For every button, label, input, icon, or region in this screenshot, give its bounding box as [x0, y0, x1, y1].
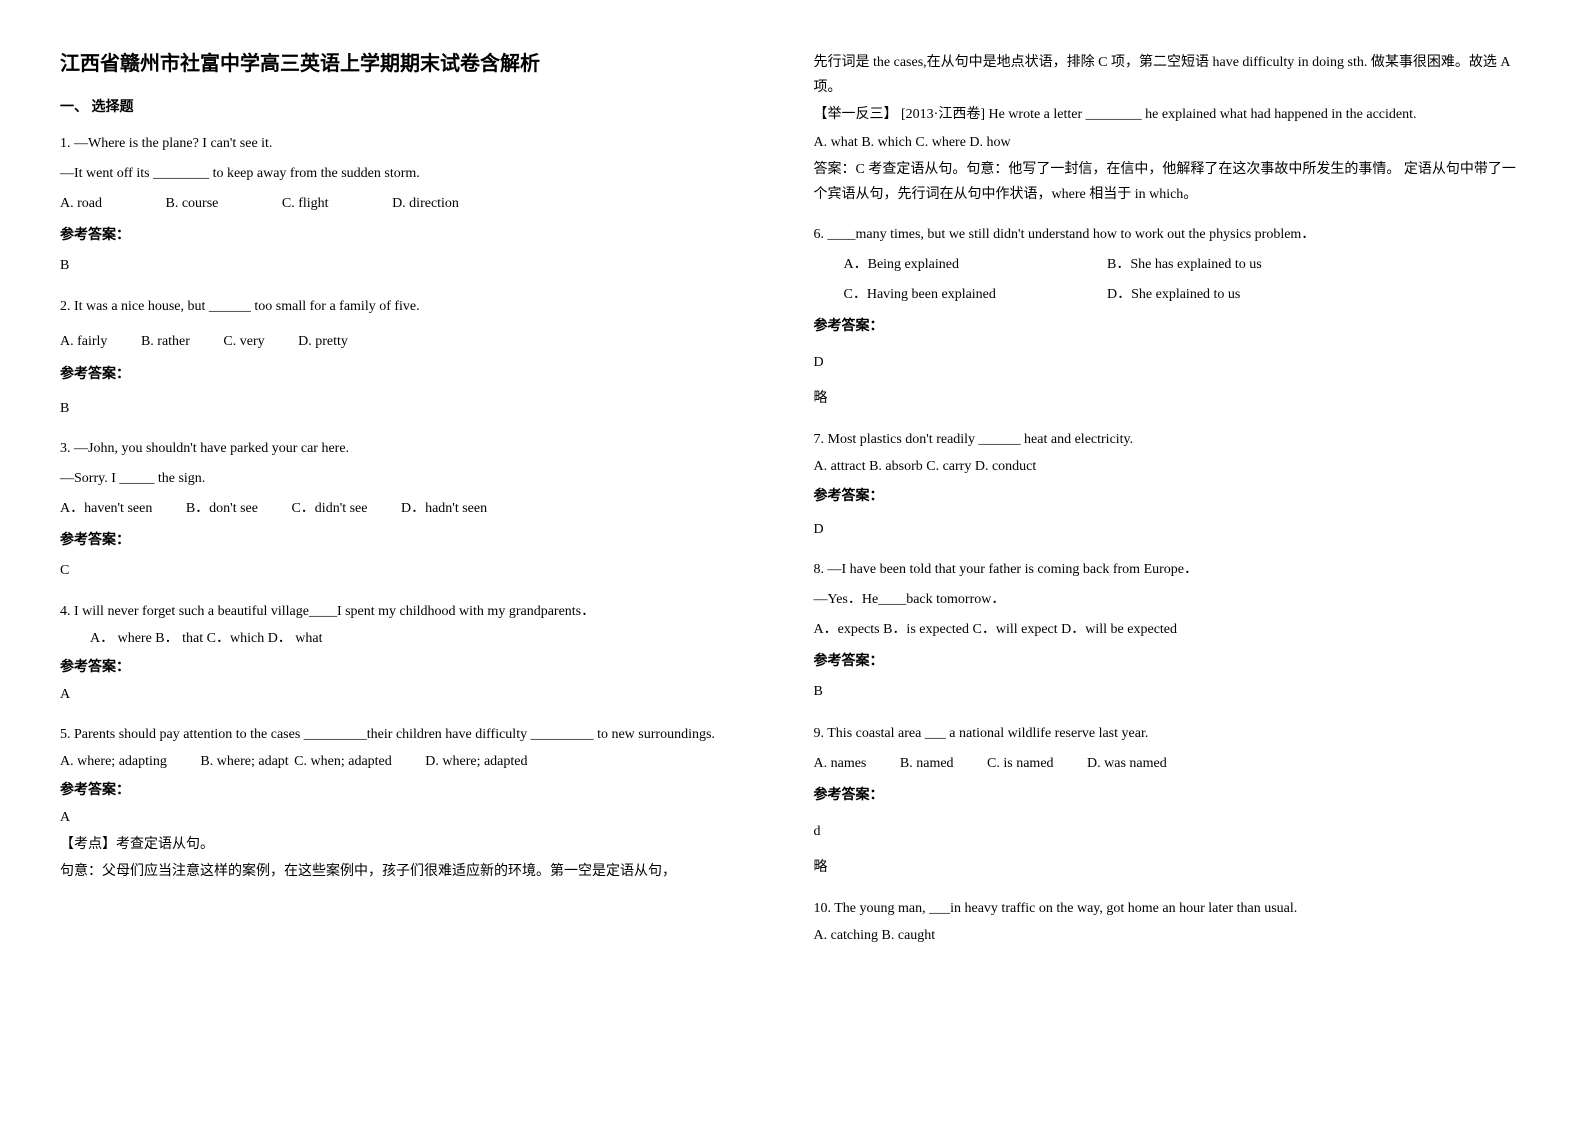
q9-optD: D. was named — [1087, 750, 1167, 778]
q2-answer-label: 参考答案： — [60, 362, 774, 387]
question-10: 10. The young man, ___in heavy traffic o… — [814, 896, 1528, 948]
q3-answer: C — [60, 557, 774, 585]
q6-answer-label: 参考答案： — [814, 313, 1528, 341]
q9-answer-label: 参考答案： — [814, 782, 1528, 810]
q5-note2: 句意：父母们应当注意这样的案例，在这些案例中，孩子们很难适应新的环境。第一空是定… — [60, 859, 774, 884]
q6-optB: B．She has explained to us — [1107, 257, 1262, 272]
q9-optA: A. names — [814, 750, 867, 778]
q3-line1: 3. —John, you shouldn't have parked your… — [60, 435, 774, 463]
question-3: 3. —John, you shouldn't have parked your… — [60, 435, 774, 585]
q10-line1: 10. The young man, ___in heavy traffic o… — [814, 896, 1528, 921]
q6-note: 略 — [814, 385, 1528, 413]
q6-optD: D．She explained to us — [1107, 287, 1240, 302]
question-8: 8. —I have been told that your father is… — [814, 556, 1528, 706]
q1-optC: C. flight — [282, 190, 329, 218]
col2-opts: A. what B. which C. where D. how — [814, 130, 1528, 155]
q1-options: A. road B. course C. flight D. direction — [60, 190, 774, 218]
q9-note: 略 — [814, 854, 1528, 882]
q6-row2: C．Having been explained D．She explained … — [814, 281, 1528, 309]
q5-optB: B. where; adapt — [200, 749, 288, 774]
q5-optC: C. when; adapted — [294, 749, 392, 774]
q6-row1: A．Being explained B．She has explained to… — [814, 251, 1528, 279]
q3-optD: D．hadn't seen — [401, 495, 487, 523]
question-9: 9. This coastal area ___ a national wild… — [814, 720, 1528, 882]
q2-line1: 2. It was a nice house, but ______ too s… — [60, 294, 774, 319]
q8-answer-label: 参考答案： — [814, 648, 1528, 676]
q3-line2: —Sorry. I _____ the sign. — [60, 465, 774, 493]
q2-options: A. fairly B. rather C. very D. pretty — [60, 329, 774, 354]
q3-optB: B．don't see — [186, 495, 258, 523]
q3-optA: A．haven't seen — [60, 495, 152, 523]
q9-optC: C. is named — [987, 750, 1054, 778]
q9-options: A. names B. named C. is named D. was nam… — [814, 750, 1528, 778]
q6-optC: C．Having been explained — [844, 281, 1104, 309]
page-title: 江西省赣州市社富中学高三英语上学期期末试卷含解析 — [60, 50, 774, 78]
question-1: 1. —Where is the plane? I can't see it. … — [60, 130, 774, 280]
q3-answer-label: 参考答案： — [60, 527, 774, 555]
q8-opts: A．expects B．is expected C．will expect D．… — [814, 616, 1528, 644]
q1-answer-label: 参考答案： — [60, 222, 774, 250]
section-title: 一、 选择题 — [60, 96, 774, 116]
col2-line1: 先行词是 the cases,在从句中是地点状语，排除 C 项，第二空短语 ha… — [814, 50, 1528, 100]
q2-optC: C. very — [223, 329, 264, 354]
q5-optA: A. where; adapting — [60, 749, 167, 774]
q5-answer: A — [60, 805, 774, 830]
question-4: 4. I will never forget such a beautiful … — [60, 599, 774, 708]
right-column: 先行词是 the cases,在从句中是地点状语，排除 C 项，第二空短语 ha… — [814, 50, 1528, 962]
q4-answer: A — [60, 682, 774, 707]
q9-answer: d — [814, 818, 1528, 846]
q6-optA: A．Being explained — [844, 251, 1104, 279]
q4-answer-label: 参考答案： — [60, 655, 774, 680]
q2-answer: B — [60, 396, 774, 421]
q2-optA: A. fairly — [60, 329, 107, 354]
col2-line2: 【举一反三】 [2013·江西卷] He wrote a letter ____… — [814, 102, 1528, 127]
q1-answer: B — [60, 252, 774, 280]
q7-line1: 7. Most plastics don't readily ______ he… — [814, 427, 1528, 452]
q1-line2: —It went off its ________ to keep away f… — [60, 160, 774, 188]
q1-line1: 1. —Where is the plane? I can't see it. — [60, 130, 774, 158]
q1-optB: B. course — [166, 190, 219, 218]
q2-optB: B. rather — [141, 329, 190, 354]
q7-answer: D — [814, 517, 1528, 542]
q5-options: A. where; adapting B. where; adapt C. wh… — [60, 749, 774, 774]
q10-opts: A. catching B. caught — [814, 923, 1528, 948]
question-6: 6. ____many times, but we still didn't u… — [814, 221, 1528, 413]
q9-optB: B. named — [900, 750, 954, 778]
q2-optD: D. pretty — [298, 329, 348, 354]
q3-options: A．haven't seen B．don't see C．didn't see … — [60, 495, 774, 523]
q9-line1: 9. This coastal area ___ a national wild… — [814, 720, 1528, 748]
q5-note1: 【考点】考查定语从句。 — [60, 832, 774, 857]
col2-line3: 答案：C 考查定语从句。句意：他写了一封信，在信中，他解释了在这次事故中所发生的… — [814, 157, 1528, 207]
q1-optA: A. road — [60, 190, 102, 218]
q7-opts: A. attract B. absorb C. carry D. conduct — [814, 454, 1528, 479]
left-column: 江西省赣州市社富中学高三英语上学期期末试卷含解析 一、 选择题 1. —Wher… — [60, 50, 774, 962]
q5-line1: 5. Parents should pay attention to the c… — [60, 722, 774, 747]
q8-line1: 8. —I have been told that your father is… — [814, 556, 1528, 584]
q1-optD: D. direction — [392, 190, 459, 218]
question-5: 5. Parents should pay attention to the c… — [60, 722, 774, 885]
question-2: 2. It was a nice house, but ______ too s… — [60, 294, 774, 421]
q4-line1: 4. I will never forget such a beautiful … — [60, 599, 774, 624]
q8-line2: —Yes．He____back tomorrow． — [814, 586, 1528, 614]
col2-explain: 先行词是 the cases,在从句中是地点状语，排除 C 项，第二空短语 ha… — [814, 50, 1528, 207]
q6-line1: 6. ____many times, but we still didn't u… — [814, 221, 1528, 249]
q4-options: A． where B． that C．which D． what — [60, 626, 774, 651]
q5-answer-label: 参考答案： — [60, 778, 774, 803]
q5-optD: D. where; adapted — [425, 749, 527, 774]
q3-optC: C．didn't see — [291, 495, 367, 523]
q7-answer-label: 参考答案： — [814, 484, 1528, 509]
q8-answer: B — [814, 678, 1528, 706]
question-7: 7. Most plastics don't readily ______ he… — [814, 427, 1528, 542]
q6-answer: D — [814, 349, 1528, 377]
